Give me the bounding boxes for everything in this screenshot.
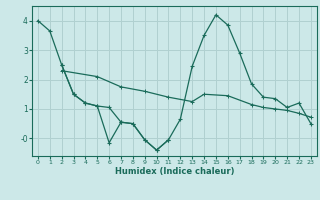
X-axis label: Humidex (Indice chaleur): Humidex (Indice chaleur) (115, 167, 234, 176)
